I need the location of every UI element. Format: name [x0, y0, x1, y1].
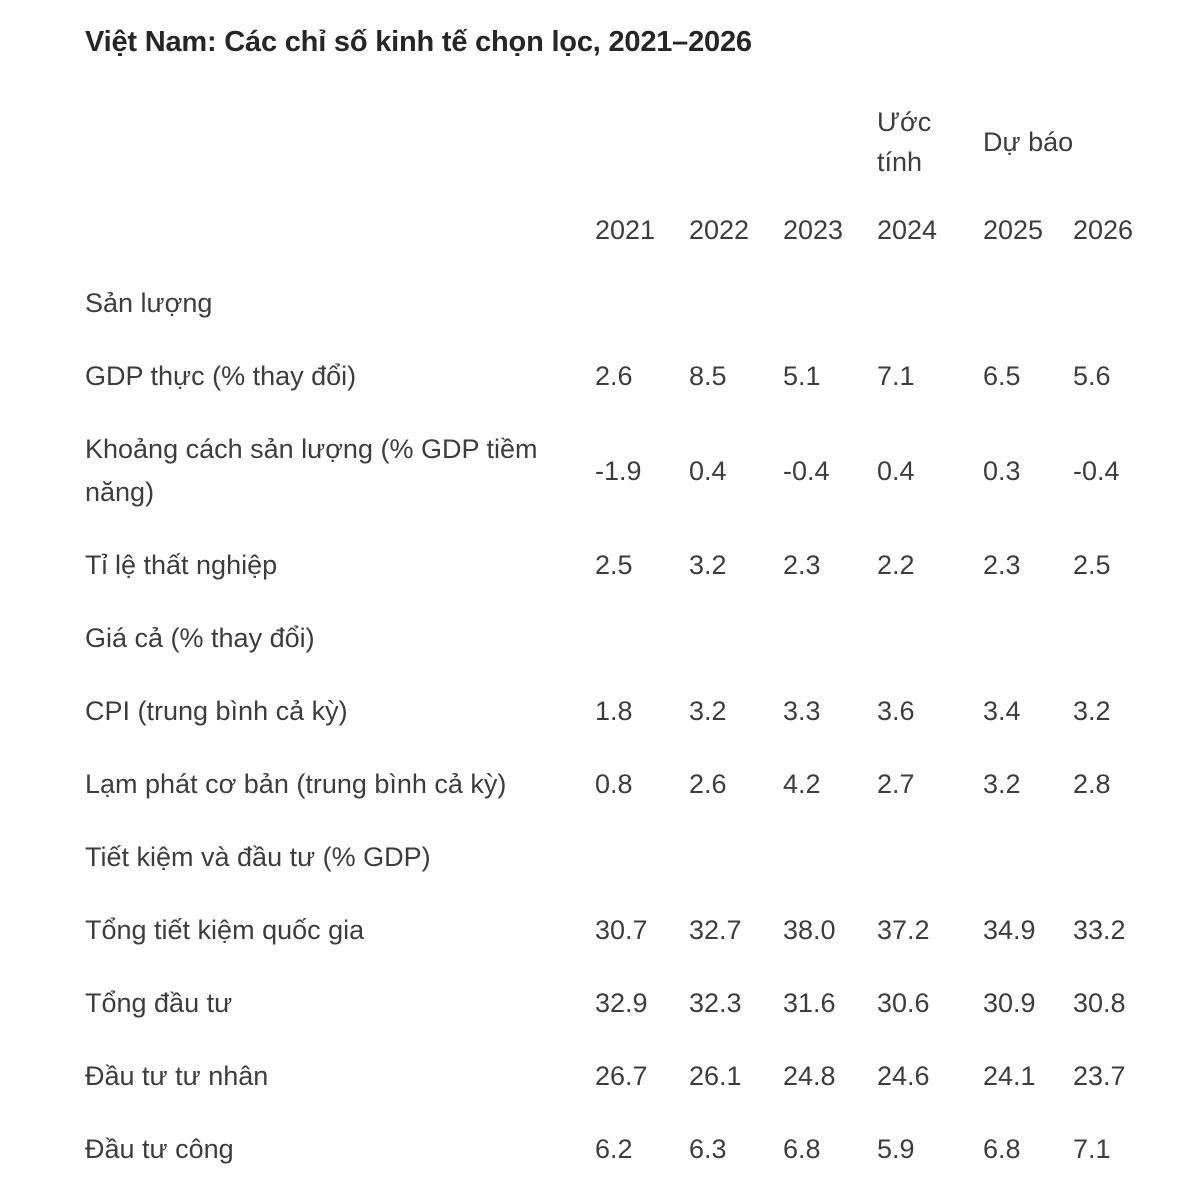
value-cell: -1.9: [595, 455, 642, 486]
indicator-label: Tổng đầu tư: [85, 988, 233, 1018]
indicator-row: CPI (trung bình cả kỳ) 1.8 3.2 3.3 3.6 3…: [85, 675, 1200, 748]
value-cell: 6.5: [983, 361, 1021, 391]
value-cell: 3.2: [983, 769, 1021, 799]
value-cell: 32.3: [689, 988, 742, 1018]
value-cell: -0.4: [1073, 455, 1120, 486]
indicator-row: Đầu tư tư nhân 26.7 26.1 24.8 24.6 24.1 …: [85, 1040, 1200, 1113]
value-cell: 6.2: [595, 1134, 633, 1164]
year-header-2024: 2024: [877, 215, 938, 245]
value-cell: 26.7: [595, 1061, 648, 1091]
value-cell: 2.6: [595, 361, 633, 391]
value-cell: -0.4: [783, 455, 830, 486]
value-cell: 37.2: [877, 915, 930, 945]
indicator-label: CPI (trung bình cả kỳ): [85, 696, 348, 726]
value-cell: 6.8: [983, 1134, 1021, 1164]
indicator-label: GDP thực (% thay đổi): [85, 361, 357, 391]
value-cell: 3.3: [783, 696, 821, 726]
value-cell: 2.7: [877, 769, 915, 799]
value-cell: 5.9: [877, 1134, 915, 1164]
empty-cell: [85, 102, 595, 194]
value-cell: 24.8: [783, 1061, 836, 1091]
year-header-2023: 2023: [783, 215, 844, 245]
section-row: Tiết kiệm và đầu tư (% GDP): [85, 821, 1200, 894]
value-cell: 30.6: [877, 988, 930, 1018]
value-cell: 30.8: [1073, 988, 1126, 1018]
value-cell: 26.1: [689, 1061, 742, 1091]
empty-cell: [689, 102, 783, 194]
value-cell: 0.3: [983, 455, 1021, 486]
value-cell: 24.1: [983, 1061, 1036, 1091]
value-cell: 23.7: [1073, 1061, 1126, 1091]
column-group-forecast: Dự báo: [983, 127, 1074, 157]
year-header-2021: 2021: [595, 215, 656, 245]
indicator-row: Khoảng cách sản lượng (% GDP tiềm năng) …: [85, 413, 1200, 529]
value-cell: 3.2: [689, 550, 727, 580]
indicator-label: Đầu tư tư nhân: [85, 1061, 269, 1091]
value-cell: 2.6: [689, 769, 727, 799]
year-header-2022: 2022: [689, 215, 750, 245]
indicator-row: Đầu tư công 6.2 6.3 6.8 5.9 6.8 7.1: [85, 1113, 1200, 1182]
indicators-table: Ước tính Dự báo 2021 2022 2023 2024 2025…: [85, 102, 1200, 1182]
value-cell: 31.6: [783, 988, 836, 1018]
value-cell: 2.8: [1073, 769, 1111, 799]
value-cell: 0.4: [689, 455, 727, 486]
value-cell: 8.5: [689, 361, 727, 391]
indicator-row: Tổng tiết kiệm quốc gia 30.7 32.7 38.0 3…: [85, 894, 1200, 967]
year-header-row: 2021 2022 2023 2024 2025 2026: [85, 194, 1200, 267]
value-cell: 0.4: [877, 455, 915, 486]
value-cell: 2.5: [1073, 550, 1111, 580]
value-cell: 3.2: [689, 696, 727, 726]
value-cell: 6.3: [689, 1134, 727, 1164]
section-row: Giá cả (% thay đổi): [85, 602, 1200, 675]
section-header-label: Tiết kiệm và đầu tư (% GDP): [85, 842, 431, 872]
value-cell: 38.0: [783, 915, 836, 945]
indicators-table-body: Sản lượng GDP thực (% thay đổi) 2.6 8.5 …: [85, 267, 1200, 1182]
value-cell: 2.3: [983, 550, 1021, 580]
value-cell: 4.2: [783, 769, 821, 799]
value-cell: 24.6: [877, 1061, 930, 1091]
value-cell: 3.4: [983, 696, 1021, 726]
value-cell: 6.8: [783, 1134, 821, 1164]
indicator-label: Đầu tư công: [85, 1134, 234, 1164]
value-cell: 30.9: [983, 988, 1036, 1018]
value-cell: 5.6: [1073, 361, 1111, 391]
year-header-2026: 2026: [1073, 215, 1134, 245]
indicator-label: Lạm phát cơ bản (trung bình cả kỳ): [85, 769, 507, 799]
value-cell: 0.8: [595, 769, 633, 799]
value-cell: 34.9: [983, 915, 1036, 945]
indicator-label: Tỉ lệ thất nghiệp: [85, 550, 278, 580]
indicator-label: Tổng tiết kiệm quốc gia: [85, 915, 365, 945]
year-header-2025: 2025: [983, 215, 1044, 245]
empty-cell: [595, 102, 689, 194]
value-cell: 5.1: [783, 361, 821, 391]
value-cell: 30.7: [595, 915, 648, 945]
section-header-label: Giá cả (% thay đổi): [85, 623, 315, 653]
table-title: Việt Nam: Các chỉ số kinh tế chọn lọc, 2…: [85, 26, 752, 58]
value-cell: 2.2: [877, 550, 915, 580]
column-group-row: Ước tính Dự báo: [85, 102, 1200, 194]
indicator-row: Tổng đầu tư 32.9 32.3 31.6 30.6 30.9 30.…: [85, 967, 1200, 1040]
indicator-row: Lạm phát cơ bản (trung bình cả kỳ) 0.8 2…: [85, 748, 1200, 821]
value-cell: 7.1: [1073, 1134, 1111, 1164]
value-cell: 7.1: [877, 361, 915, 391]
column-group-estimate: Ước tính: [877, 107, 932, 177]
section-row: Sản lượng: [85, 267, 1200, 340]
value-cell: 3.2: [1073, 696, 1111, 726]
value-cell: 33.2: [1073, 915, 1126, 945]
indicator-row: GDP thực (% thay đổi) 2.6 8.5 5.1 7.1 6.…: [85, 340, 1200, 413]
value-cell: 2.5: [595, 550, 633, 580]
empty-cell: [783, 102, 877, 194]
value-cell: 3.6: [877, 696, 915, 726]
indicator-label: Khoảng cách sản lượng (% GDP tiềm năng): [85, 434, 538, 507]
indicator-row: Tỉ lệ thất nghiệp 2.5 3.2 2.3 2.2 2.3 2.…: [85, 529, 1200, 602]
empty-cell: [85, 194, 595, 267]
value-cell: 32.9: [595, 988, 648, 1018]
value-cell: 32.7: [689, 915, 742, 945]
section-header-label: Sản lượng: [85, 288, 213, 318]
indicators-table-head: Ước tính Dự báo 2021 2022 2023 2024 2025…: [85, 102, 1200, 267]
value-cell: 1.8: [595, 696, 633, 726]
value-cell: 2.3: [783, 550, 821, 580]
